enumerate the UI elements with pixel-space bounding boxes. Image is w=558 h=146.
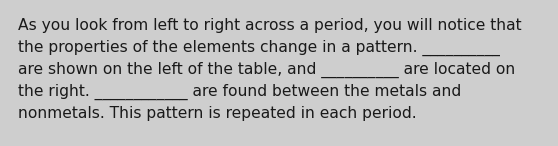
Text: nonmetals. This pattern is repeated in each period.: nonmetals. This pattern is repeated in e… (18, 106, 417, 121)
Text: the properties of the elements change in a pattern. __________: the properties of the elements change in… (18, 40, 500, 56)
Text: As you look from left to right across a period, you will notice that: As you look from left to right across a … (18, 18, 522, 33)
Text: the right. ____________ are found between the metals and: the right. ____________ are found betwee… (18, 84, 461, 100)
Text: are shown on the left of the table, and __________ are located on: are shown on the left of the table, and … (18, 62, 515, 78)
